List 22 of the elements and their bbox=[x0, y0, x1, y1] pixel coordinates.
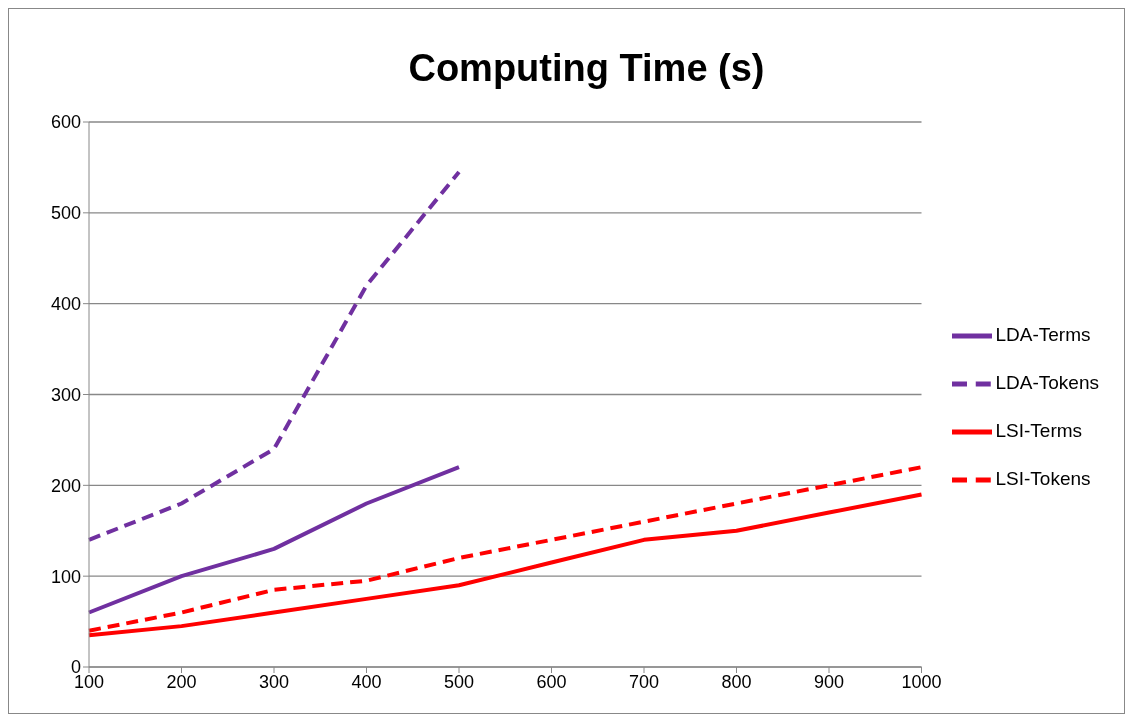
x-tick-label: 500 bbox=[443, 671, 475, 692]
legend-label: LDA-Terms bbox=[995, 324, 1091, 345]
legend-label: LDA-Tokens bbox=[995, 372, 1099, 393]
y-tick-label: 300 bbox=[50, 384, 81, 405]
y-tick-label: 100 bbox=[50, 566, 81, 587]
x-tick-label: 300 bbox=[258, 671, 290, 692]
chart-title: Computing Time (s) bbox=[407, 47, 766, 91]
y-tick-label: 200 bbox=[50, 475, 81, 496]
x-tick-label: 200 bbox=[166, 671, 197, 692]
legend-label: LSI-Tokens bbox=[995, 468, 1091, 489]
line-series bbox=[87, 169, 461, 542]
x-tick-label: 400 bbox=[351, 671, 382, 692]
x-tick-label: 700 bbox=[628, 671, 660, 692]
legend-label: LSI-Terms bbox=[995, 420, 1083, 441]
y-tick-label: 500 bbox=[50, 203, 81, 224]
x-tick-label: 800 bbox=[721, 671, 752, 692]
y-tick-label: 600 bbox=[50, 112, 81, 133]
x-tick-label: 900 bbox=[813, 671, 845, 692]
line-series bbox=[87, 465, 461, 615]
x-tick-label: 600 bbox=[536, 671, 567, 692]
y-tick-label: 400 bbox=[50, 294, 81, 315]
x-tick-label: 1000 bbox=[901, 671, 942, 692]
